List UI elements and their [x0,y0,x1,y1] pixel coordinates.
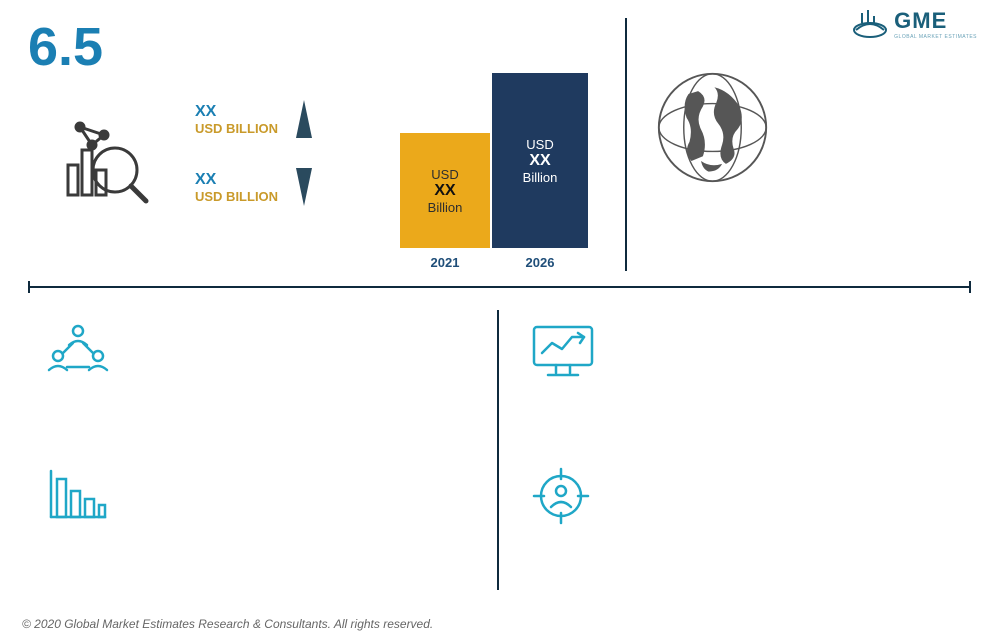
cell-top-left [45,323,111,388]
analytics-icon [60,115,160,220]
high-xx: XX [195,103,278,121]
bar-2026-year: 2026 [492,255,588,270]
bar-2021: USD XX Billion [400,133,490,248]
cell-bottom-left [45,465,111,530]
bar-2026: USD XX Billion [492,73,588,248]
arrow-down-icon [296,168,312,206]
cell-bottom-right [530,465,592,532]
high-scenario-row: XX USD BILLION [195,100,312,138]
cagr-block: 6.5 [28,20,103,74]
year-bars: USD XX Billion USD XX Billion 2021 2026 [400,75,600,270]
bar-chart-icon [45,465,111,530]
vertical-divider-bottom [497,310,499,590]
bar-2021-bil: Billion [428,200,463,215]
low-scenario-row: XX USD BILLION [195,168,312,206]
target-user-icon [530,465,592,532]
bar-2026-usd: USD [526,137,553,152]
cell-top-right [530,323,596,386]
horizontal-divider [28,286,971,288]
people-network-icon [45,323,111,388]
bar-2026-xx: XX [529,152,550,170]
low-unit: USD BILLION [195,189,278,204]
footer-copyright: © 2020 Global Market Estimates Research … [22,617,433,631]
top-section: 6.5 XX USD BILLION [0,0,995,280]
high-unit: USD BILLION [195,121,278,136]
bar-2021-year: 2021 [400,255,490,270]
arrow-up-icon [296,100,312,138]
bar-2026-bil: Billion [523,170,558,185]
globe-icon [655,70,770,190]
low-xx: XX [195,171,278,189]
bar-2021-usd: USD [431,167,458,182]
scenario-values: XX USD BILLION XX USD BILLION [195,100,312,236]
vertical-divider-top [625,18,627,271]
cagr-value: 6.5 [28,17,103,77]
monitor-trend-icon [530,323,596,386]
bar-2021-xx: XX [434,182,455,200]
